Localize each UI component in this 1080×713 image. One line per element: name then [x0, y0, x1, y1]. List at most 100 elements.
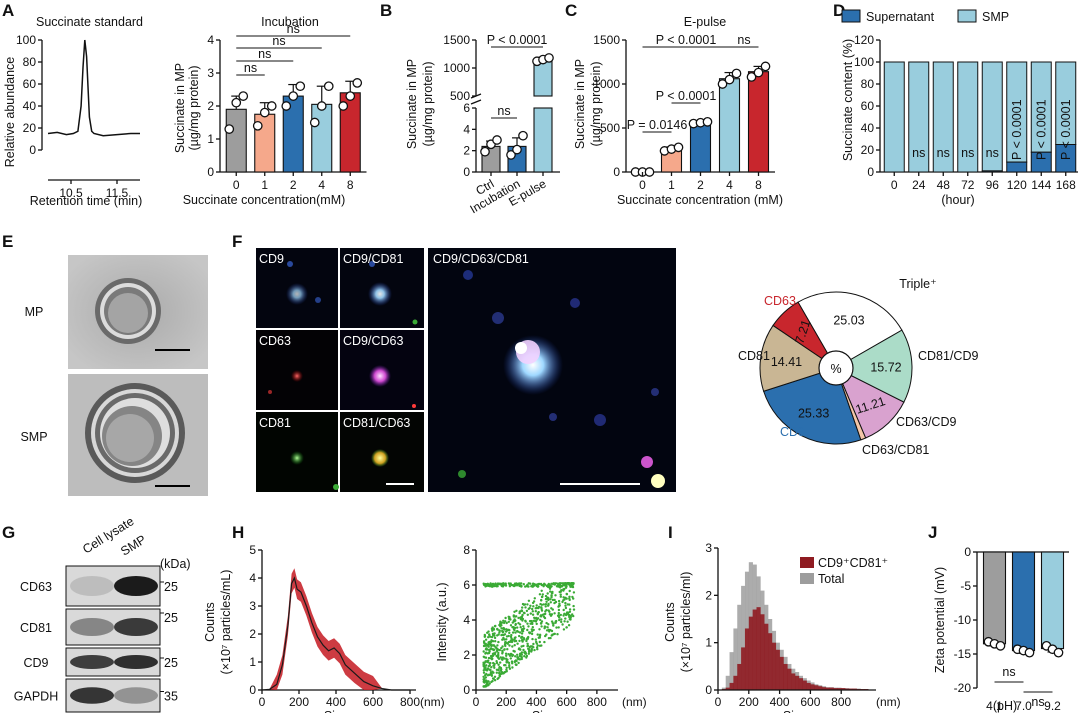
significance-label: ns: [937, 146, 950, 160]
scatter-point: [536, 644, 539, 647]
scatter-point: [566, 603, 569, 606]
scatter-point: [490, 658, 494, 661]
scatter-point: [493, 662, 496, 666]
scatter-point: [511, 654, 514, 658]
bar-supernatant: [1006, 161, 1028, 173]
scatter-point: [561, 600, 564, 604]
panel-letter-C: C: [565, 1, 577, 20]
scatter-point: [500, 627, 503, 630]
kda-marker: 35: [164, 690, 178, 704]
significance-label: P = 0.0146: [627, 118, 688, 132]
scatter-point: [526, 622, 529, 625]
scatter-point: [563, 620, 566, 623]
scatter-point: [524, 585, 527, 588]
scatter-point: [540, 606, 543, 609]
legend-label-supernatant: Supernatant: [866, 10, 935, 24]
y-tick-label: 1500: [593, 33, 620, 47]
scatter-point: [509, 624, 513, 627]
tile-label-cd81: CD81: [259, 416, 291, 430]
scatter-point: [532, 642, 535, 646]
scatter-point: [483, 677, 486, 680]
y-tick-label: 40: [23, 99, 37, 113]
scatter-point: [530, 619, 533, 623]
panel-c-chart: E-pulse Succinate concentration (mM) 0 50…: [573, 15, 783, 207]
scatter-point: [492, 627, 495, 631]
x-tick-label: 800: [400, 695, 420, 709]
scatter-point: [535, 622, 538, 626]
histogram-bar: [741, 585, 746, 690]
pie-slice: [772, 301, 837, 369]
x-tick-label: 4: [318, 178, 325, 192]
data-point: [995, 640, 1006, 651]
scatter-point: [484, 648, 488, 651]
histogram-bar: [771, 642, 777, 690]
scatter-point: [547, 637, 551, 640]
data-point: [1024, 647, 1035, 658]
scatter-point: [564, 606, 568, 610]
data-point: [252, 120, 263, 131]
histogram-bar: [744, 628, 750, 690]
blot-row-label: GAPDH: [14, 690, 58, 704]
scatter-point: [538, 644, 542, 647]
scatter-point: [512, 649, 515, 653]
scatter-point: [498, 672, 501, 675]
scatter-point: [553, 612, 556, 615]
scatter-point: [540, 599, 543, 602]
y-tick-label: 1: [249, 655, 256, 669]
scatter-point: [536, 633, 539, 636]
scatter-point: [493, 645, 496, 648]
panel-f-fluorescence: CD9 CD9/CD81 CD63 CD9/CD63 CD81 CD81/CD6…: [256, 248, 676, 492]
x-tick-label: 0: [233, 178, 240, 192]
significance-label: ns: [287, 22, 300, 36]
legend-swatch: [800, 573, 814, 584]
scatter-point: [569, 615, 572, 618]
scatter-point: [503, 638, 506, 641]
scatter-point: [550, 594, 553, 597]
scatter-point: [507, 628, 511, 632]
y-tick-label: 0: [463, 165, 470, 179]
data-point: [753, 67, 764, 78]
scatter-point: [536, 618, 539, 621]
scatter-point: [557, 599, 561, 603]
histogram-bar: [821, 687, 827, 690]
scatter-point: [514, 623, 517, 627]
scatter-point: [509, 618, 512, 621]
scatter-point: [562, 608, 565, 612]
scatter-point: [530, 632, 534, 636]
scatter-point: [518, 631, 522, 634]
scatter-point: [505, 621, 508, 625]
scatter-point: [524, 606, 527, 609]
scatter-point: [515, 663, 518, 667]
y-axis-label: Succinate in MP: [573, 59, 587, 149]
histogram-bar: [764, 623, 769, 690]
blot-band: [114, 687, 158, 704]
scatter-point: [567, 624, 571, 627]
scatter-point: [571, 595, 574, 599]
significance-label: P < 0.0001: [487, 33, 548, 47]
y-tick-label: 60: [23, 77, 37, 91]
scatter-point: [521, 606, 524, 609]
scatter-point: [510, 637, 513, 640]
data-point: [480, 146, 490, 157]
y-tick-label: -10: [954, 613, 972, 627]
scatter-point: [550, 634, 553, 637]
scatter-point: [496, 649, 499, 652]
y-tick-label: 0: [29, 143, 36, 157]
scatter-point: [553, 582, 556, 585]
scatter-point: [538, 628, 541, 631]
scatter-point: [549, 601, 552, 604]
scatter-point: [559, 582, 562, 585]
y-axis-label: Succinate in MP: [405, 59, 419, 149]
data-point: [702, 116, 713, 127]
panel-letter-J: J: [928, 523, 937, 542]
bar: [747, 71, 770, 173]
scatter-point: [505, 654, 508, 657]
scatter-point: [495, 655, 499, 658]
histogram-bar: [752, 609, 757, 690]
y-tick-label: 5: [249, 543, 256, 557]
tile-label-cd9: CD9: [259, 252, 284, 266]
scatter-point: [491, 640, 495, 643]
scatter-point: [510, 660, 514, 663]
scatter-point: [489, 635, 492, 638]
